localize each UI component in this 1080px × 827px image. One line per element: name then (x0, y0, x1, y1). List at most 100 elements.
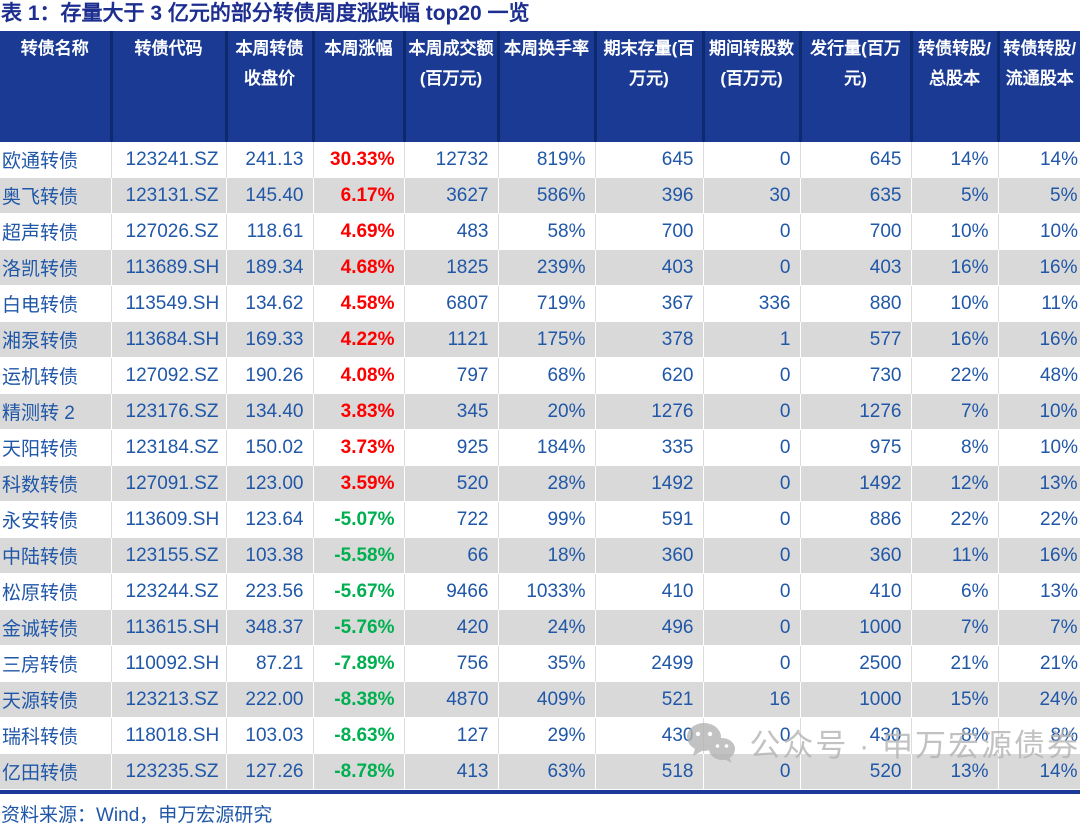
table-cell: 12% (911, 465, 999, 502)
table-cell: 150.02 (226, 429, 314, 466)
table-cell: 700 (800, 213, 912, 250)
table-cell: 403 (595, 249, 704, 286)
table-cell: 348.37 (226, 609, 314, 646)
table-cell: 1492 (800, 465, 912, 502)
table-row: 瑞科转债 118018.SH 103.03 -8.63% 127 29% 430 0 430 8%… (0, 717, 1080, 754)
table-cell: 925 (404, 429, 499, 466)
column-header: 本周成交额(百万元) (402, 31, 498, 142)
table-cell: -7.89% (313, 645, 405, 682)
table-cell: 127026.SZ (111, 213, 227, 250)
table-cell: 645 (595, 142, 704, 178)
table-cell: 483 (404, 213, 499, 250)
table-cell: 永安转债 (0, 501, 112, 538)
table-cell: 58% (498, 213, 596, 250)
table-cell: 123241.SZ (111, 142, 227, 178)
table-cell: 345 (404, 393, 499, 430)
table-cell: 天阳转债 (0, 429, 112, 466)
table-cell: 0 (703, 213, 801, 250)
table-cell: 4.22% (313, 321, 405, 358)
table-cell: 3.83% (313, 393, 405, 430)
table-cell: 797 (404, 357, 499, 394)
table-cell: 756 (404, 645, 499, 682)
table-cell: 湘泵转债 (0, 321, 112, 358)
table-cell: 123.00 (226, 465, 314, 502)
table-cell: 22% (1039, 508, 1078, 530)
table-cell: 1000 (800, 681, 912, 718)
table-cell: 409% (498, 681, 596, 718)
table-cell: 645 (800, 142, 912, 178)
table-cell: 白电转债 (0, 285, 112, 322)
table-cell: 577 (800, 321, 912, 358)
table-cell: 134.40 (226, 393, 314, 430)
table-row: 精测转 2 123176.SZ 134.40 3.83% 345 20% 1276 0 1276… (0, 393, 1080, 430)
table-cell: 超声转债 (0, 213, 112, 250)
table-cell: 6.17% (313, 177, 405, 214)
table-cell: 亿田转债 (0, 753, 112, 790)
table-cell: 10% (911, 213, 999, 250)
table-cell: 0 (703, 573, 801, 610)
table-cell: 16% (998, 321, 1080, 358)
table-cell: 175% (498, 321, 596, 358)
table-cell: 123213.SZ (111, 681, 227, 718)
table-cell: 336 (703, 285, 801, 322)
table-cell: 68% (498, 357, 596, 394)
table-cell: 14% (998, 753, 1080, 790)
table-row: 亿田转债 123235.SZ 127.26 -8.78% 413 63% 518 0 520 13… (0, 753, 1080, 790)
table-row: 金诚转债 113615.SH 348.37 -5.76% 420 24% 496 0 1000 7… (0, 609, 1080, 646)
table-cell: 1276 (800, 393, 912, 430)
table-cell: 12732 (404, 142, 499, 178)
table-cell: 22% (911, 357, 999, 394)
table-cell: 13% (911, 753, 999, 790)
table-cell: 21% (911, 645, 999, 682)
column-header: 转债代码 (109, 31, 226, 142)
table-cell: 4.58% (313, 285, 405, 322)
table-cell: 0 (703, 393, 801, 430)
table-cell: 18% (498, 537, 596, 574)
table-cell: 819% (498, 142, 596, 178)
table-cell: 1276 (595, 393, 704, 430)
table-cell: 620 (595, 357, 704, 394)
table-cell: 欧通转债 (0, 142, 112, 178)
table-cell: 0 (703, 501, 801, 538)
table-cell: 410 (595, 573, 704, 610)
column-header: 期末存量(百万元) (593, 31, 703, 142)
table-cell: 886 (800, 501, 912, 538)
table-cell: 20% (498, 393, 596, 430)
table-cell: 30 (703, 177, 801, 214)
table-cell: 189.34 (226, 249, 314, 286)
table-cell: 123.64 (226, 501, 314, 538)
table-cell: 0 (703, 609, 801, 646)
table-cell: 430 (595, 717, 704, 754)
table-row: 天阳转债 123184.SZ 150.02 3.73% 925 184% 335 0 975 8%… (0, 429, 1080, 466)
table-cell: 239% (498, 249, 596, 286)
table-cell: 520 (404, 465, 499, 502)
table-cell: 10% (1039, 436, 1078, 458)
table-cell: 127092.SZ (111, 357, 227, 394)
table-cell: 1033% (498, 573, 596, 610)
table-cell: 洛凯转债 (0, 249, 112, 286)
table-cell: 21% (1039, 652, 1078, 674)
table-cell: -8.38% (313, 681, 405, 718)
table-cell: 0 (703, 717, 801, 754)
table-cell: 0 (703, 357, 801, 394)
table-cell: 103.03 (226, 717, 314, 754)
table-cell: 松原转债 (0, 573, 112, 610)
table-cell: 113615.SH (111, 609, 227, 646)
table-cell: 8% (911, 429, 999, 466)
table-cell: -5.76% (313, 609, 405, 646)
table-cell: 天源转债 (0, 681, 112, 718)
table-cell: 金诚转债 (0, 609, 112, 646)
table-cell: 169.33 (226, 321, 314, 358)
table-cell: 113549.SH (111, 285, 227, 322)
table-cell: 127.26 (226, 753, 314, 790)
table-cell: 520 (800, 753, 912, 790)
table-row: 松原转债 123244.SZ 223.56 -5.67% 9466 1033% 410 0 41… (0, 573, 1080, 610)
table-cell: 14% (911, 142, 999, 178)
table-cell: 4.69% (313, 213, 405, 250)
table-cell: 222.00 (226, 681, 314, 718)
table-cell: 145.40 (226, 177, 314, 214)
table-cell: 3627 (404, 177, 499, 214)
table-cell: 123235.SZ (111, 753, 227, 790)
table-cell: 335 (595, 429, 704, 466)
table-cell: 11% (911, 537, 999, 574)
